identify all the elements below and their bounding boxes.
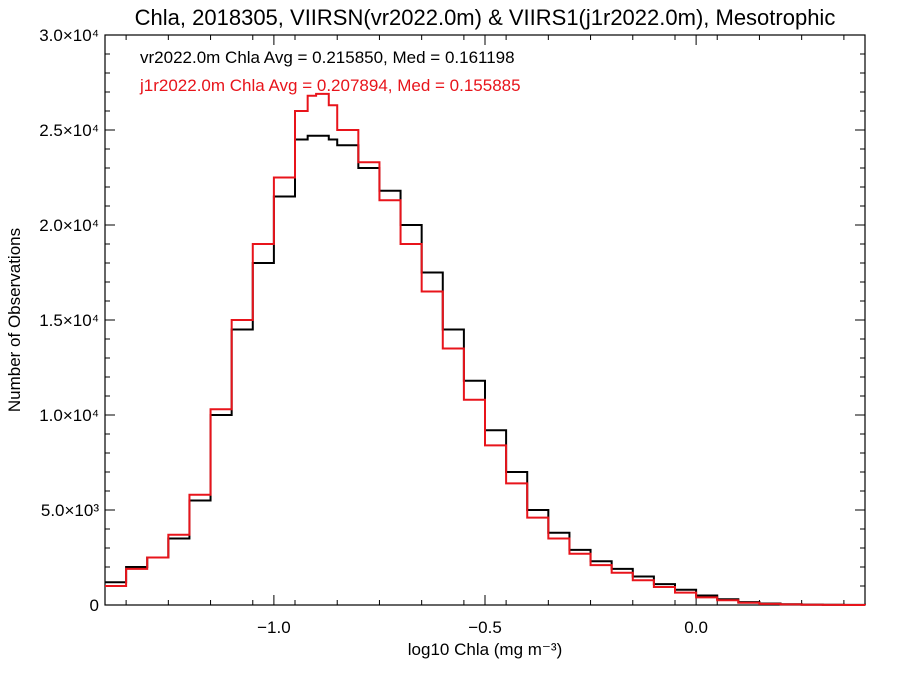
y-tick-label: 2.5×10⁴: [39, 121, 99, 140]
y-axis-ticks: 0 5.0×10³ 1.0×10⁴ 1.5×10⁴ 2.0×10⁴ 2.5×10⁴ 3.0×…: [39, 26, 865, 615]
y-tick-label: 1.5×10⁴: [39, 311, 99, 330]
series-line-1: [105, 134, 866, 606]
x-tick-label: −1.0: [257, 618, 291, 637]
y-tick-label: 2.0×10⁴: [39, 216, 99, 235]
y-tick-label: 0: [90, 596, 99, 615]
series-line-2: [105, 92, 866, 606]
annotation-1: vr2022.0m Chla Avg = 0.215850, Med = 0.1…: [140, 48, 515, 67]
series-layer: [105, 92, 866, 606]
annotation-2: j1r2022.0m Chla Avg = 0.207894, Med = 0.…: [139, 76, 521, 95]
chart-title: Chla, 2018305, VIIRSN(vr2022.0m) & VIIRS…: [135, 5, 836, 30]
y-axis-label: Number of Observations: [5, 228, 24, 412]
x-axis-label: log10 Chla (mg m⁻³): [408, 640, 562, 659]
plot-frame: [104, 34, 866, 606]
x-tick-label: 0.0: [684, 618, 708, 637]
x-axis-ticks: −1.0 −0.5 0.0: [125, 35, 845, 637]
y-tick-label: 1.0×10⁴: [39, 406, 99, 425]
x-tick-label: −0.5: [468, 618, 502, 637]
y-tick-label: 3.0×10⁴: [39, 26, 99, 45]
y-tick-label: 5.0×10³: [41, 501, 99, 520]
